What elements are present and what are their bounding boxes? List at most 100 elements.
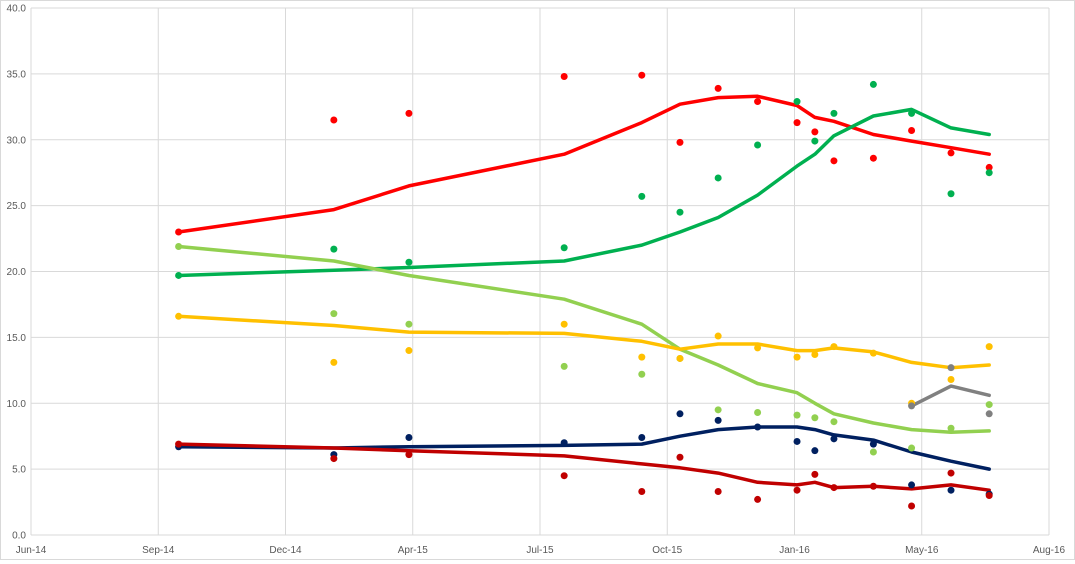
x-axis-labels: Jun-14 Sep-14 Dec-14 Apr-15 Jul-15 Oct-15 Jan-…: [16, 545, 1066, 556]
series-3-point: [754, 344, 762, 352]
series-0-point: [869, 154, 877, 162]
x-tick-label: Jun-14: [16, 545, 47, 556]
y-tick-label: 40.0: [7, 4, 27, 15]
series-5-trend-line: [176, 442, 991, 492]
series-0-point: [638, 71, 646, 79]
series-1-point: [714, 174, 722, 182]
series-2-point: [754, 408, 762, 416]
y-tick-label: 0.0: [12, 531, 26, 542]
series-2-point: [908, 444, 916, 452]
x-tick-label: Apr-15: [398, 545, 428, 556]
series-2-point: [793, 411, 801, 419]
series-1-point: [560, 244, 568, 252]
y-tick-label: 15.0: [7, 333, 27, 344]
series-5-point: [405, 451, 413, 459]
series-0-point: [947, 149, 955, 157]
series-2-point: [947, 424, 955, 432]
series-6-point: [985, 410, 993, 418]
series-3-point: [811, 351, 819, 359]
series-3-point: [869, 349, 877, 357]
series-1-point: [985, 169, 993, 177]
y-tick-label: 5.0: [12, 465, 26, 476]
series-2-point: [638, 370, 646, 378]
series-3-point: [793, 353, 801, 361]
series-0-point: [830, 157, 838, 165]
x-tick-label: Aug-16: [1033, 545, 1066, 556]
series-4-point: [676, 410, 684, 418]
series-3-point: [947, 376, 955, 384]
x-tick-label: Dec-14: [269, 545, 302, 556]
x-tick-label: Sep-14: [142, 545, 175, 556]
series-5-point: [869, 482, 877, 490]
series-4-point: [830, 435, 838, 443]
series-4-point: [811, 447, 819, 455]
series-1-point: [175, 271, 183, 279]
series-5-point: [830, 484, 838, 492]
series-3-trend-line: [176, 314, 991, 370]
series-1-point: [947, 190, 955, 198]
series-3-point: [714, 332, 722, 340]
series-3-point: [638, 353, 646, 361]
series-4-point: [560, 439, 568, 447]
series-3-point: [985, 343, 993, 351]
series-5-point: [714, 488, 722, 496]
series-2-point: [985, 401, 993, 409]
series-5-point: [175, 440, 183, 448]
series-1-point: [811, 137, 819, 145]
series-0-point: [405, 109, 413, 117]
series-0-point: [560, 73, 568, 81]
series-5-point: [754, 495, 762, 503]
series-2-point: [560, 362, 568, 370]
series-4-point: [869, 440, 877, 448]
series-0-point: [714, 84, 722, 92]
series-0-point: [985, 163, 993, 171]
series-6-point: [947, 364, 955, 372]
series-2-point: [714, 406, 722, 414]
x-tick-label: Oct-15: [652, 545, 682, 556]
series-1-point: [676, 208, 684, 216]
series-2-point: [830, 418, 838, 426]
y-tick-label: 25.0: [7, 201, 27, 212]
series-0-point: [330, 116, 338, 124]
series-2-point: [811, 414, 819, 422]
y-tick-label: 20.0: [7, 267, 27, 278]
series-5-point: [985, 491, 993, 499]
series-0-point: [793, 119, 801, 127]
series-0-point: [811, 128, 819, 136]
series-2-point: [330, 310, 338, 318]
series-4-point: [714, 416, 722, 424]
series-2-trend-line: [176, 244, 991, 434]
series-3-point: [560, 320, 568, 328]
series-6-point: [908, 402, 916, 410]
series-1-point: [869, 80, 877, 88]
series-5-point: [811, 470, 819, 478]
series-4-point: [908, 481, 916, 489]
series-1-point: [793, 98, 801, 106]
x-tick-label: Jan-16: [779, 545, 810, 556]
series-1-point: [754, 141, 762, 149]
series-1-point: [908, 109, 916, 117]
x-tick-label: May-16: [905, 545, 939, 556]
trend-lines: [176, 94, 991, 492]
series-5-point: [638, 488, 646, 496]
series-1-point: [405, 258, 413, 266]
series-4-point: [947, 486, 955, 494]
y-tick-label: 10.0: [7, 399, 27, 410]
series-0-point: [754, 98, 762, 106]
series-4-point: [793, 437, 801, 445]
x-tick-label: Jul-15: [526, 545, 554, 556]
series-5-point: [947, 469, 955, 477]
series-2-point: [405, 320, 413, 328]
series-3-point: [405, 347, 413, 355]
series-3-point: [175, 312, 183, 320]
series-4-point: [638, 434, 646, 442]
series-1-trend-line: [176, 107, 991, 278]
series-5-point: [330, 455, 338, 463]
series-0-trend-line: [176, 94, 991, 234]
series-5-point: [908, 502, 916, 510]
series-5-point: [676, 453, 684, 461]
y-tick-label: 35.0: [7, 69, 27, 80]
series-2-point: [175, 242, 183, 250]
